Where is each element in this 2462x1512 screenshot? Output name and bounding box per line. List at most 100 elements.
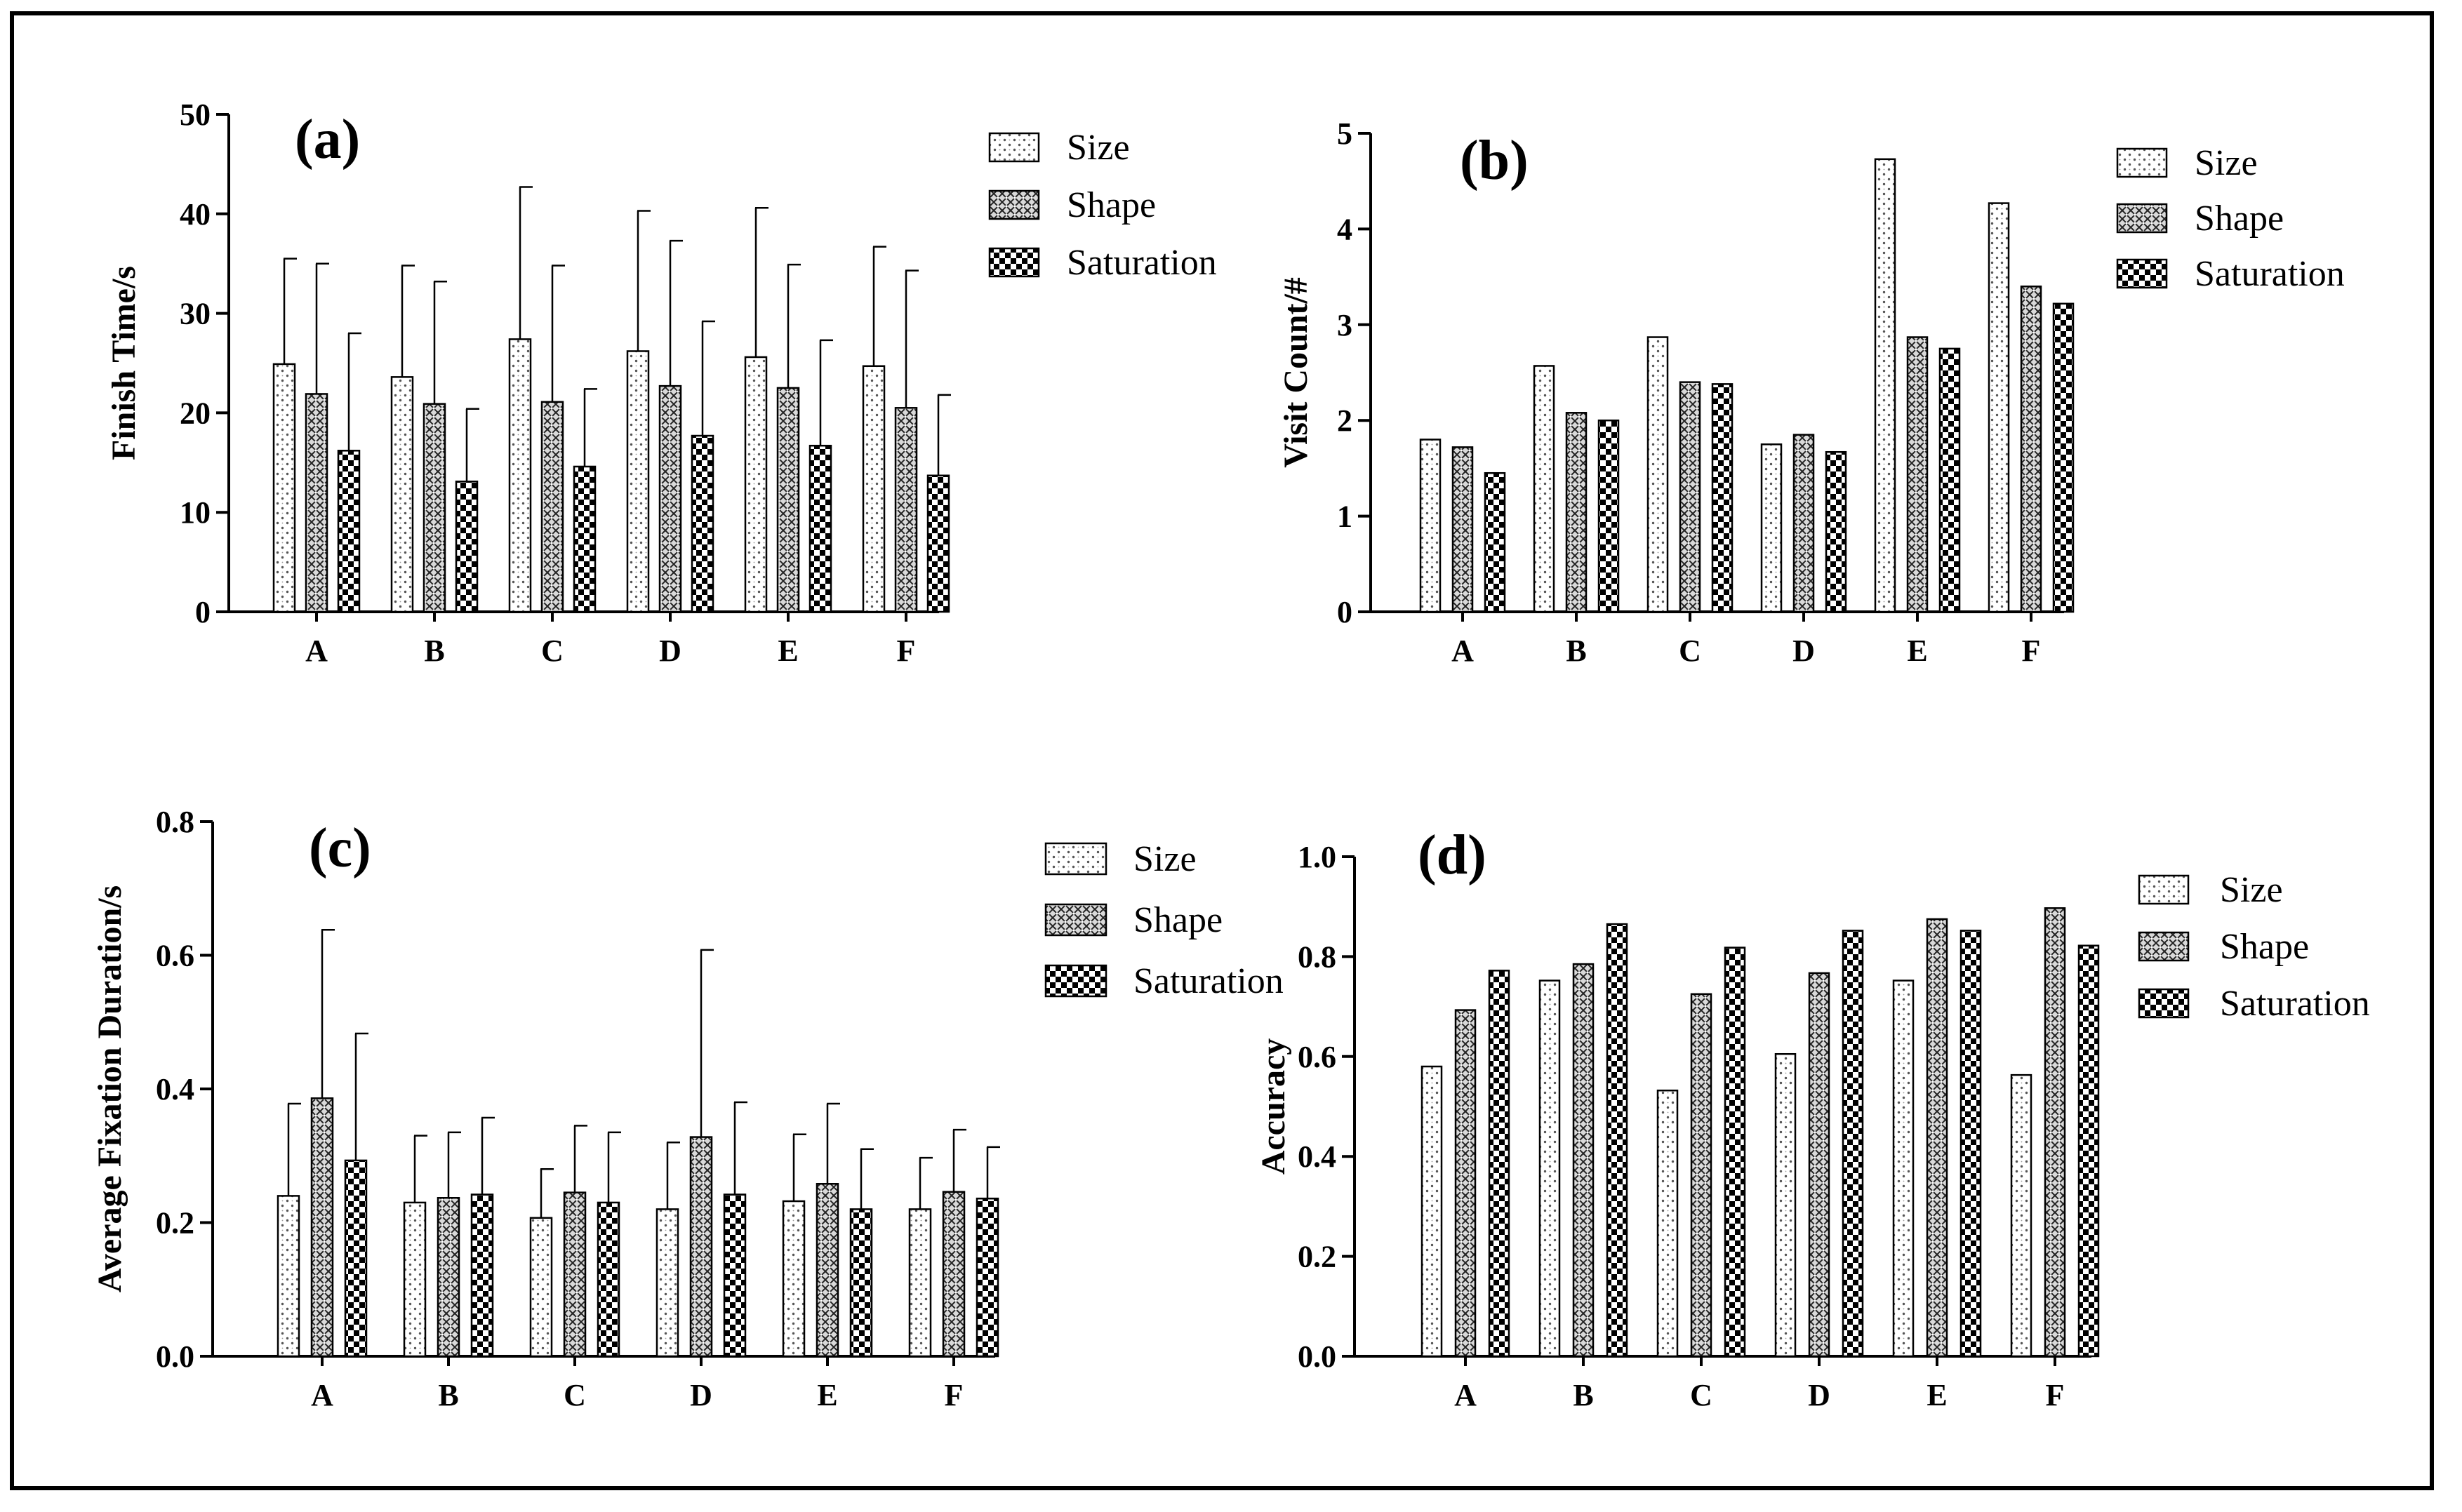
x-category-label: E — [817, 1378, 837, 1412]
bar-saturation — [691, 434, 714, 613]
bar-size — [1988, 202, 2010, 613]
bar-shape — [1926, 918, 1948, 1358]
chart-panel-a: 0 10 20 30 40 50 Finish Time/s (a) A B C D E F Size Sha… — [105, 98, 1217, 668]
y-tick-label: 0.8 — [156, 805, 194, 839]
bar-size — [508, 338, 532, 613]
legend-swatch-size — [988, 132, 1040, 163]
x-category-label: A — [1451, 634, 1474, 668]
y-tick-label: 5 — [1337, 116, 1352, 151]
legend-label-shape: Shape — [1133, 900, 1223, 940]
panel-label: (a) — [295, 109, 360, 170]
bar-shape — [1679, 381, 1701, 613]
y-axis-title: Visit Count/# — [1277, 277, 1315, 468]
bar-shape — [1792, 434, 1815, 613]
bar-size — [1656, 1089, 1679, 1358]
bar-shape — [942, 1191, 966, 1358]
legend-swatch-size — [2138, 874, 2190, 905]
chart-panel-d: 0.0 0.2 0.4 0.6 0.8 1.0 Accuracy (d) A B C D E F Size S… — [1255, 824, 2370, 1412]
bar-saturation — [723, 1193, 747, 1358]
y-tick-label: 30 — [180, 297, 211, 331]
bar-size — [403, 1201, 427, 1358]
legend-label-size: Size — [2195, 143, 2258, 183]
y-tick-label: 40 — [180, 197, 211, 232]
bar-saturation — [455, 480, 479, 613]
bar-size — [1760, 443, 1783, 613]
x-category-label: C — [541, 634, 564, 668]
y-tick-label: 0.2 — [156, 1206, 194, 1240]
bar-size — [1874, 158, 1896, 613]
legend-label-size: Size — [1067, 128, 1130, 168]
legend-swatch-saturation — [2138, 988, 2190, 1019]
y-tick-label: 0 — [195, 595, 211, 629]
y-tick-label: 1.0 — [1298, 840, 1336, 874]
y-tick-label: 4 — [1337, 212, 1352, 246]
bar-size — [862, 365, 886, 613]
x-category-label: F — [2046, 1378, 2065, 1412]
bar-size — [626, 350, 650, 613]
bar-saturation — [2052, 302, 2075, 613]
bar-saturation — [1959, 930, 1982, 1358]
bar-size — [1533, 365, 1555, 613]
x-category-label: C — [1679, 634, 1701, 668]
bar-saturation — [1825, 450, 1847, 613]
x-category-label: F — [897, 634, 916, 668]
bar-size — [272, 363, 296, 613]
chart-panel-b: 0 1 2 3 4 5 Visit Count/# (b) A B C D E F Size Shape Sat… — [1277, 116, 2345, 668]
bar-saturation — [344, 1159, 368, 1358]
bar-shape — [305, 393, 328, 613]
y-axis-title: Finish Time/s — [105, 266, 142, 460]
legend-swatch-saturation — [2116, 258, 2168, 289]
bar-size — [1419, 439, 1442, 613]
x-category-label: B — [438, 1378, 458, 1412]
bar-shape — [816, 1183, 839, 1358]
bar-shape — [422, 403, 446, 613]
bar-shape — [563, 1191, 587, 1358]
panel-label: (c) — [309, 817, 371, 879]
y-tick-label: 0.6 — [156, 939, 194, 973]
legend-label-saturation: Saturation — [1133, 961, 1284, 1001]
y-tick-label: 3 — [1337, 308, 1352, 342]
bar-shape — [1565, 412, 1588, 613]
x-category-label: C — [564, 1378, 586, 1412]
legend-label-shape: Shape — [2195, 199, 2284, 239]
bar-shape — [310, 1097, 334, 1358]
bar-shape — [437, 1197, 460, 1358]
x-category-label: D — [1792, 634, 1815, 668]
x-category-label: C — [1690, 1378, 1712, 1412]
bar-shape — [1454, 1009, 1477, 1358]
y-tick-label: 1 — [1337, 500, 1352, 534]
bar-shape — [1808, 972, 1830, 1358]
bar-saturation — [809, 444, 832, 613]
figure-frame — [10, 11, 2434, 1490]
bar-shape — [894, 407, 918, 613]
legend-swatch-shape — [2138, 931, 2190, 962]
y-tick-label: 20 — [180, 396, 211, 430]
bar-saturation — [1724, 946, 1746, 1358]
bar-size — [744, 356, 768, 613]
legend-label-size: Size — [1133, 839, 1197, 879]
bar-size — [390, 376, 414, 613]
legend-label-saturation: Saturation — [2195, 254, 2345, 294]
x-category-label: B — [424, 634, 444, 668]
chart-panel-c: 0.0 0.2 0.4 0.6 0.8 Average Fixation Duration… — [91, 805, 1284, 1412]
x-category-label: A — [311, 1378, 333, 1412]
legend-label-shape: Shape — [2220, 927, 2309, 967]
y-axis-title: Accuracy — [1255, 1038, 1292, 1175]
x-category-label: B — [1573, 1378, 1593, 1412]
y-tick-label: 50 — [180, 98, 211, 132]
y-tick-label: 0.0 — [1298, 1339, 1336, 1374]
bar-saturation — [2077, 944, 2100, 1358]
x-category-label: B — [1566, 634, 1586, 668]
bar-saturation — [1606, 923, 1628, 1358]
bar-size — [656, 1208, 679, 1358]
panel-label: (d) — [1418, 824, 1486, 886]
bar-size — [1892, 979, 1915, 1358]
x-category-label: E — [1927, 1378, 1947, 1412]
bar-size — [1774, 1052, 1797, 1358]
x-category-label: A — [1454, 1378, 1477, 1412]
bar-shape — [1690, 993, 1712, 1358]
bar-saturation — [597, 1201, 620, 1358]
bar-size — [1646, 336, 1669, 613]
x-category-label: D — [659, 634, 681, 668]
